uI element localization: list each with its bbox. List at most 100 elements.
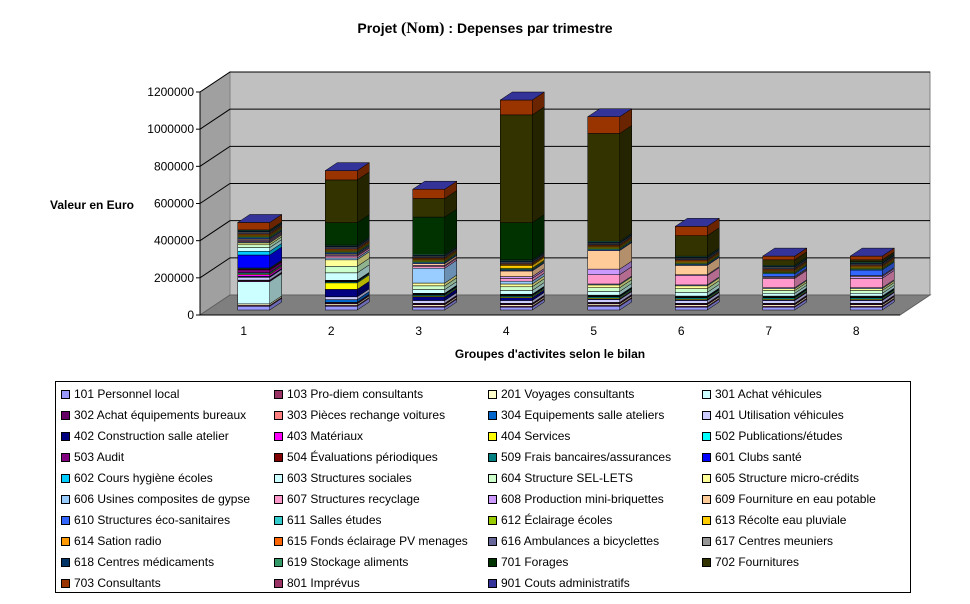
bar-segment — [412, 296, 445, 301]
bar-top — [324, 162, 371, 171]
legend-swatch — [61, 432, 70, 441]
bar-segment — [237, 281, 270, 305]
x-tick-label: 1 — [240, 324, 247, 338]
bar-segment — [587, 268, 620, 275]
bar-segment — [325, 306, 358, 311]
y-axis-title: Valeur en Euro — [50, 198, 134, 212]
legend-label: 617 Centres meuniers — [715, 534, 834, 548]
y-tick-label: 1200000 — [147, 85, 194, 99]
bar-segment-side — [357, 171, 370, 224]
legend-swatch — [274, 432, 283, 441]
gridline — [199, 71, 930, 93]
legend-swatch — [702, 495, 711, 504]
legend-swatch — [61, 579, 70, 588]
legend-swatch — [274, 474, 283, 483]
legend-swatch — [61, 453, 70, 462]
bar-segment — [762, 306, 795, 311]
gridline — [199, 145, 930, 167]
legend-label: 403 Matériaux — [287, 429, 364, 443]
legend-swatch — [61, 411, 70, 420]
bar-segment — [762, 290, 795, 294]
chart-title-nom: (Nom) — [400, 20, 445, 37]
chart-title-part3: : Depenses par trimestre — [444, 20, 613, 36]
legend-label: 503 Audit — [74, 450, 125, 464]
bar-top — [236, 214, 283, 223]
legend-label: 613 Récolte eau pluviale — [715, 513, 847, 527]
x-tick-label: 4 — [503, 324, 510, 338]
x-axis-title: Groupes d'activites selon le bilan — [455, 347, 645, 361]
legend-label: 502 Publications/études — [715, 429, 843, 443]
bar-segment — [500, 265, 533, 269]
bar-segment — [412, 282, 445, 287]
legend-swatch — [488, 453, 497, 462]
chart-plot: 0 200000 400000 600000 800000 1000000 1200000 1… — [50, 71, 932, 361]
legend-label: 509 Frais bancaires/assurances — [501, 450, 672, 464]
bar-segment — [587, 287, 620, 292]
bar-segment — [412, 216, 445, 255]
legend-swatch — [61, 537, 70, 546]
bar-segment-side — [532, 106, 545, 224]
legend-label: 702 Fournitures — [715, 555, 800, 569]
bar-segment — [237, 242, 270, 246]
bar-segment — [325, 255, 358, 259]
bar-segment — [412, 306, 445, 311]
legend-swatch — [488, 579, 497, 588]
legend-swatch — [274, 558, 283, 567]
legend-label: 616 Ambulances a bicyclettes — [501, 534, 660, 548]
bar-segment — [587, 116, 620, 134]
legend-label: 602 Cours hygiène écoles — [74, 471, 213, 485]
legend-label: 614 Sation radio — [74, 534, 162, 548]
bar-segment — [325, 170, 358, 181]
legend-swatch — [61, 558, 70, 567]
bar-segment — [675, 275, 708, 286]
bar-segment — [675, 300, 708, 304]
bar-segment — [587, 306, 620, 311]
bar-segment — [850, 278, 883, 288]
legend-swatch — [702, 558, 711, 567]
x-tick-label: 5 — [590, 324, 597, 338]
bar-segment-side — [619, 124, 632, 242]
bar-segment — [325, 272, 358, 281]
y-tick-label: 0 — [187, 308, 194, 322]
legend-label: 601 Clubs santé — [715, 450, 802, 464]
legend-swatch — [61, 390, 70, 399]
bar-segment — [500, 306, 533, 311]
bar-segment — [325, 299, 358, 303]
bar-segment — [500, 300, 533, 304]
legend-label: 201 Voyages consultants — [501, 387, 635, 401]
bar-segment — [500, 290, 533, 295]
bar-segment — [500, 278, 533, 282]
bar-segment — [850, 255, 883, 261]
y-tick-label: 400000 — [154, 234, 194, 248]
x-tick-label: 8 — [853, 324, 860, 338]
bar-segment — [850, 300, 883, 304]
legend-swatch — [488, 411, 497, 420]
legend-swatch — [274, 495, 283, 504]
legend-label: 504 Évaluations périodiques — [287, 450, 438, 464]
legend-swatch — [61, 495, 70, 504]
bar-segment — [237, 274, 270, 277]
y-tick-label: 600000 — [154, 197, 194, 211]
bar-segment — [850, 276, 883, 279]
bar-segment — [762, 288, 795, 291]
bar-segment — [237, 269, 270, 273]
legend-swatch — [488, 516, 497, 525]
legend-swatch — [274, 537, 283, 546]
bar-top — [499, 91, 546, 101]
legend-swatch — [274, 390, 283, 399]
x-tick-label: 7 — [765, 324, 772, 338]
bar-segment — [762, 255, 795, 261]
legend-label: 605 Structure micro-crédits — [715, 471, 860, 485]
bar-segment — [412, 267, 445, 284]
bar-segment — [762, 293, 795, 297]
legend-label: 304 Equipements salle ateliers — [501, 408, 665, 422]
legend-swatch — [488, 390, 497, 399]
legend-swatch — [488, 474, 497, 483]
bar-segment — [850, 269, 883, 276]
bar-segment — [675, 306, 708, 311]
bar-segment — [675, 235, 708, 257]
bar-segment — [237, 251, 270, 256]
bar-segment — [500, 270, 533, 277]
bar-segment — [237, 306, 270, 311]
bar-segment — [587, 274, 620, 285]
